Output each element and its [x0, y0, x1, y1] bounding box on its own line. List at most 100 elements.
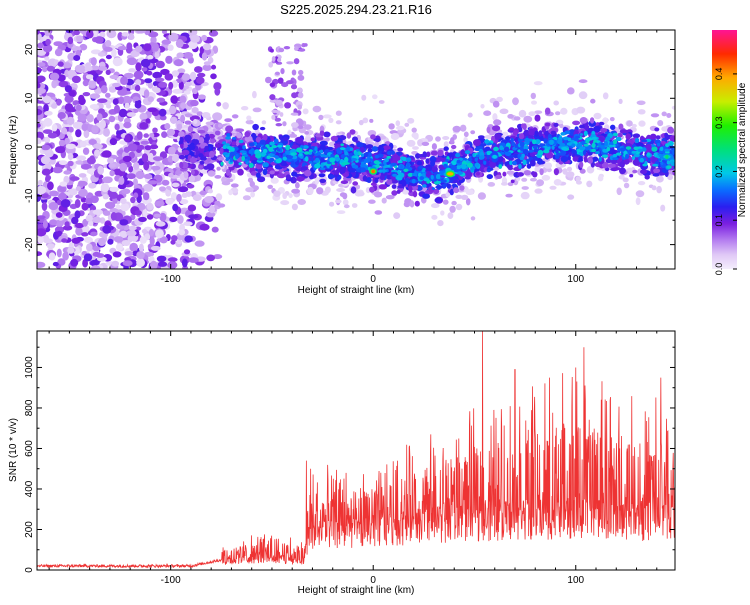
- heatmap-cell: [212, 112, 223, 121]
- heatmap-cell: [446, 183, 451, 189]
- heatmap-cell: [328, 117, 334, 123]
- heatmap-cell: [635, 197, 641, 206]
- heatmap-cell: [183, 249, 191, 255]
- heatmap-cell: [556, 152, 561, 156]
- heatmap-cell: [269, 48, 274, 53]
- heatmap-cell: [250, 171, 258, 176]
- heatmap-cell: [447, 212, 454, 220]
- heatmap-cell: [513, 116, 521, 121]
- heatmap-cell: [505, 193, 513, 198]
- heatmap-cell: [591, 136, 598, 140]
- heatmap-cell: [644, 174, 650, 180]
- heatmap-cell: [516, 172, 524, 177]
- heatmap-cell: [512, 130, 518, 136]
- heatmap-cell: [449, 163, 453, 167]
- heatmap-cell: [310, 146, 316, 149]
- heatmap-cell: [316, 187, 324, 195]
- heatmap-cell: [561, 146, 568, 151]
- heatmap-cell: [579, 161, 584, 168]
- heatmap-cell: [510, 179, 515, 184]
- colorbar-label: Normalized spectral amplitude: [737, 82, 748, 217]
- heatmap-cell: [411, 127, 417, 133]
- heatmap-cell: [213, 82, 222, 91]
- heatmap-cell: [298, 119, 304, 126]
- heatmap-cell: [567, 137, 572, 142]
- heatmap-cell: [534, 110, 543, 114]
- heatmap-cell: [483, 110, 492, 116]
- heatmap-cell: [181, 149, 190, 156]
- heatmap-cell: [55, 212, 63, 218]
- heatmap-cell: [266, 155, 271, 159]
- heatmap-cell: [179, 95, 187, 104]
- heatmap-cell: [238, 139, 244, 144]
- heatmap-cell: [48, 252, 56, 261]
- heatmap-cell: [600, 127, 608, 133]
- heatmap-cell: [356, 142, 364, 148]
- heatmap-cell: [73, 246, 81, 256]
- heatmap-cell: [352, 181, 359, 186]
- heatmap-cell: [139, 122, 149, 130]
- heatmap-cell: [269, 141, 275, 146]
- heatmap-cell: [288, 193, 293, 199]
- heatmap-cell: [225, 157, 230, 162]
- heatmap-cell: [252, 107, 262, 113]
- heatmap-cell: [303, 124, 312, 130]
- heatmap-cell: [430, 159, 436, 167]
- snr-ytick-label: 1000: [24, 356, 35, 379]
- heatmap-cell: [336, 210, 346, 215]
- heatmap-cell: [170, 239, 176, 245]
- heatmap-cell: [523, 170, 532, 176]
- heatmap-cell: [574, 135, 581, 139]
- colorbar-tick-label: 0.0: [714, 263, 724, 276]
- heatmap-cell: [296, 147, 303, 153]
- heatmap-cell: [123, 146, 130, 153]
- heatmap-cell: [616, 187, 622, 196]
- heatmap-cell: [442, 199, 449, 205]
- heatmap-cell: [330, 153, 334, 158]
- heatmap-cell: [295, 137, 304, 144]
- heatmap-cell: [199, 190, 207, 196]
- heatmap-cell: [225, 125, 234, 133]
- heatmap-cell: [348, 152, 353, 157]
- heatmap-cell: [217, 136, 224, 140]
- heatmap-cell: [89, 259, 100, 267]
- heatmap-cell: [660, 204, 666, 212]
- heatmap-cell: [70, 258, 79, 267]
- heatmap-cell: [555, 111, 561, 116]
- heatmap-cell: [45, 162, 52, 171]
- heatmap-cell: [150, 245, 161, 251]
- heatmap-cell: [47, 181, 54, 191]
- heatmap-cell: [114, 104, 120, 114]
- heatmap-cell: [136, 251, 145, 260]
- heatmap-cell: [368, 152, 372, 158]
- heatmap-cell: [595, 151, 600, 155]
- heatmap-cell: [67, 247, 75, 254]
- heatmap-cell: [58, 160, 68, 166]
- spectrogram-ytick-label: 0: [24, 144, 35, 150]
- heatmap-cell: [322, 114, 332, 119]
- heatmap-cell: [310, 157, 315, 163]
- heatmap-cell: [435, 185, 444, 189]
- heatmap-cell: [296, 176, 305, 182]
- heatmap-cell: [499, 145, 504, 151]
- heatmap-cell: [107, 238, 114, 245]
- heatmap-cell: [563, 136, 569, 141]
- heatmap-cell: [579, 146, 586, 151]
- heatmap-cell: [124, 251, 134, 256]
- heatmap-cell: [128, 225, 137, 231]
- heatmap-cell: [625, 146, 632, 150]
- heatmap-cell: [492, 154, 498, 159]
- heatmap-cell: [153, 87, 161, 94]
- heatmap-cell: [602, 92, 609, 100]
- heatmap-cell: [526, 163, 532, 169]
- heatmap-cell: [197, 94, 206, 100]
- heatmap-cell: [97, 52, 106, 57]
- heatmap-cell: [304, 169, 312, 177]
- heatmap-cell: [92, 246, 100, 252]
- heatmap-cell: [57, 74, 66, 82]
- heatmap-cell: [665, 134, 670, 141]
- figure-title: S225.2025.294.23.21.R16: [280, 2, 432, 17]
- heatmap-cell: [267, 184, 274, 189]
- heatmap-cell: [407, 117, 415, 124]
- heatmap-cell: [78, 188, 88, 197]
